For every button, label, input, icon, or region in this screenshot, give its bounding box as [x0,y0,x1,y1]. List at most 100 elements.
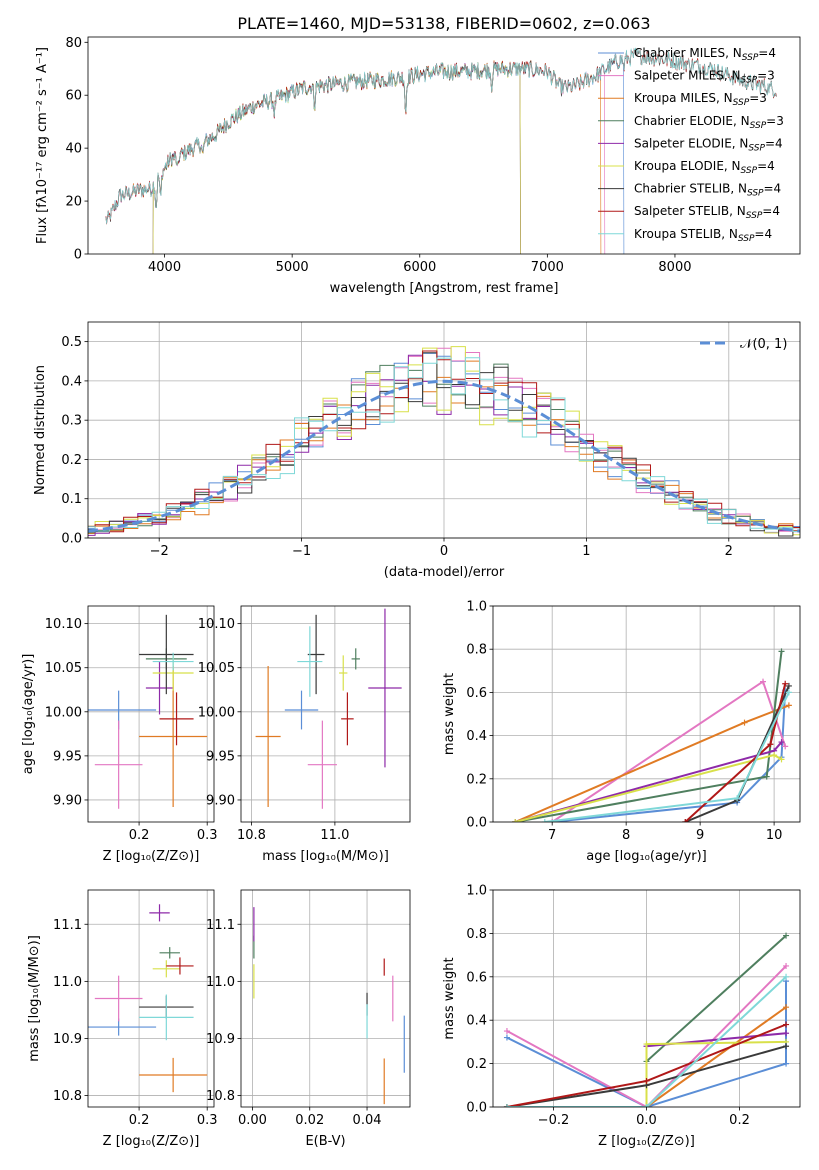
legend-label: Salpeter ELODIE, NSSP=4 [634,136,783,153]
legend-label: 𝒩(0, 1) [740,337,787,352]
axes: 7 8 9 10 0.0 0.2 0.4 0.6 0.8 1.0 age [log₁₀(age/yr… [442,600,801,864]
x-tick-label: 5000 [276,260,309,275]
y-tick-label: 60 [65,89,82,104]
x-axis-label: Z [log₁₀(Z/Z⊙)] [103,1134,200,1149]
axes-frame [87,36,801,255]
grid [493,605,800,823]
weight-marker [785,689,792,696]
weight-marker [541,819,548,822]
weight-marker [643,1104,650,1107]
y-axis-label: mass [log₁₀(M/M⊙)] [27,935,42,1062]
axes-frame [87,321,801,539]
x-tick-label: 7 [548,828,556,843]
y-tick-label: 40 [65,142,82,157]
spectrum-panel: 4000 5000 6000 7000 8000 0 20 40 60 80 wavelength … [35,36,801,296]
axes: 10.8 11.0 9.90 9.95 10.00 10.05 10.10 mass [log… [198,605,411,864]
mass-weight-vs-metallicity-panel: −0.2 0.0 0.2 0.0 0.2 0.4 0.6 0.8 1.0 Z [log₁₀(Z/Z… [442,884,801,1149]
axes-frame [87,605,215,823]
spectrum-line [105,59,606,254]
plot-area [255,608,402,809]
mass-vs-metallicity-panel: 0.2 0.3 10.8 10.9 11.0 11.1 Z [log₁₀(Z/Z⊙)] mas… [27,889,218,1149]
y-tick-label: 0.0 [466,1101,487,1116]
age-vs-mass-panel: 10.8 11.0 9.90 9.95 10.00 10.05 10.10 mass [log… [198,605,411,864]
weight-marker [503,1034,510,1041]
legend-label: Salpeter STELIB, NSSP=4 [634,204,780,221]
y-tick-label: 20 [65,195,82,210]
x-axis-label: wavelength [Angstrom, rest frame] [330,281,559,296]
legend-label: Chabrier ELODIE, NSSP=3 [634,114,784,131]
residual-histogram-panel: −2 −1 0 1 2 0.0 0.1 0.2 0.3 0.4 0.5 (data-model)/er… [33,321,801,580]
plot-area [105,47,777,254]
y-tick-label: 9.95 [206,749,235,764]
weight-marker [760,678,767,685]
weight-marker [771,752,778,759]
y-axis-label: mass weight [442,673,457,755]
y-tick-label: 0.8 [466,927,487,942]
weight-marker [682,819,689,822]
plot-area [88,904,208,1093]
x-axis-label: Z [log₁₀(Z/Z⊙)] [103,849,200,864]
y-tick-label: 9.90 [206,793,235,808]
x-tick-label: 4000 [148,260,181,275]
weight-marker [778,756,785,763]
y-tick-label: 0.0 [61,532,82,547]
grid [88,606,214,822]
axes: −0.2 0.0 0.2 0.0 0.2 0.4 0.6 0.8 1.0 Z [log₁₀(Z/Z… [442,884,801,1149]
x-tick-label: 2 [725,544,733,559]
legend-label: Salpeter MILES, NSSP=3 [634,69,775,86]
mass-vs-ebv-panel: 0.00 0.02 0.04 10.8 10.9 11.0 11.1 E(B-V) [206,889,411,1149]
y-axis-label: mass weight [442,957,457,1039]
x-axis-label: age [log₁₀(age/yr)] [586,849,707,864]
weight-marker [785,702,792,709]
y-tick-label: 1.0 [466,884,487,899]
y-tick-label: 11.0 [206,975,235,990]
legend-label: Chabrier STELIB, NSSP=4 [634,182,781,199]
y-tick-label: 0.6 [466,970,487,985]
weight-line [507,1040,787,1107]
weight-marker [778,739,785,746]
y-tick-label: 9.95 [53,749,82,764]
legend-label: Kroupa ELODIE, NSSP=4 [634,159,775,176]
axes-frame [492,605,801,823]
weight-line [507,1006,787,1107]
weight-marker [549,819,556,822]
y-tick-label: 10.9 [53,1032,82,1047]
plot-area [512,648,792,822]
axes: 0.2 0.3 9.90 9.95 10.00 10.05 10.10 Z [log₁₀(Z/… [21,605,218,864]
legend-label: Chabrier MILES, NSSP=4 [634,46,776,63]
x-tick-label: 0.3 [197,1113,218,1128]
y-tick-label: 0.2 [466,1057,487,1072]
axes: −2 −1 0 1 2 0.0 0.1 0.2 0.3 0.4 0.5 (data-model)/er… [33,321,801,580]
x-tick-label: 0 [440,544,448,559]
y-axis-label: Normed distribution [33,365,48,495]
x-tick-label: 8 [622,828,630,843]
y-tick-label: 11.0 [53,975,82,990]
y-tick-label: 10.8 [53,1089,82,1104]
y-tick-label: 10.00 [198,705,235,720]
spectrum-line [152,61,521,254]
weight-line [552,690,787,822]
x-tick-label: 10.8 [237,828,266,843]
weight-marker [512,819,519,822]
x-tick-label: 8000 [658,260,691,275]
x-tick-label: −2 [150,544,169,559]
weight-marker [785,682,792,689]
figure-title: PLATE=1460, MJD=53138, FIBERID=0602, z=0… [237,14,650,33]
weight-marker [783,973,790,980]
x-tick-label: −1 [292,544,311,559]
axes: 0.2 0.3 10.8 10.9 11.0 11.1 Z [log₁₀(Z/Z⊙)] mas… [27,889,218,1149]
weight-line [515,651,783,822]
legend-label: Kroupa MILES, NSSP=3 [634,91,767,108]
x-axis-label: Z [log₁₀(Z/Z⊙)] [598,1134,695,1149]
normal-curve [88,379,800,533]
axes: 0.00 0.02 0.04 10.8 10.9 11.0 11.1 E(B-V) [206,889,411,1149]
weight-marker [783,1004,790,1011]
weight-marker [783,1043,790,1050]
mass-weight-vs-age-panel: 7 8 9 10 0.0 0.2 0.4 0.6 0.8 1.0 age [log₁₀(age/yr… [442,600,801,864]
x-tick-label: 0.2 [129,828,150,843]
histogram-step [88,360,800,538]
histogram-step [88,357,800,538]
spectrum-legend: Chabrier MILES, NSSP=4 Salpeter MILES, NS… [598,46,784,244]
x-tick-label: 0.2 [129,1113,150,1128]
grid [241,606,410,822]
